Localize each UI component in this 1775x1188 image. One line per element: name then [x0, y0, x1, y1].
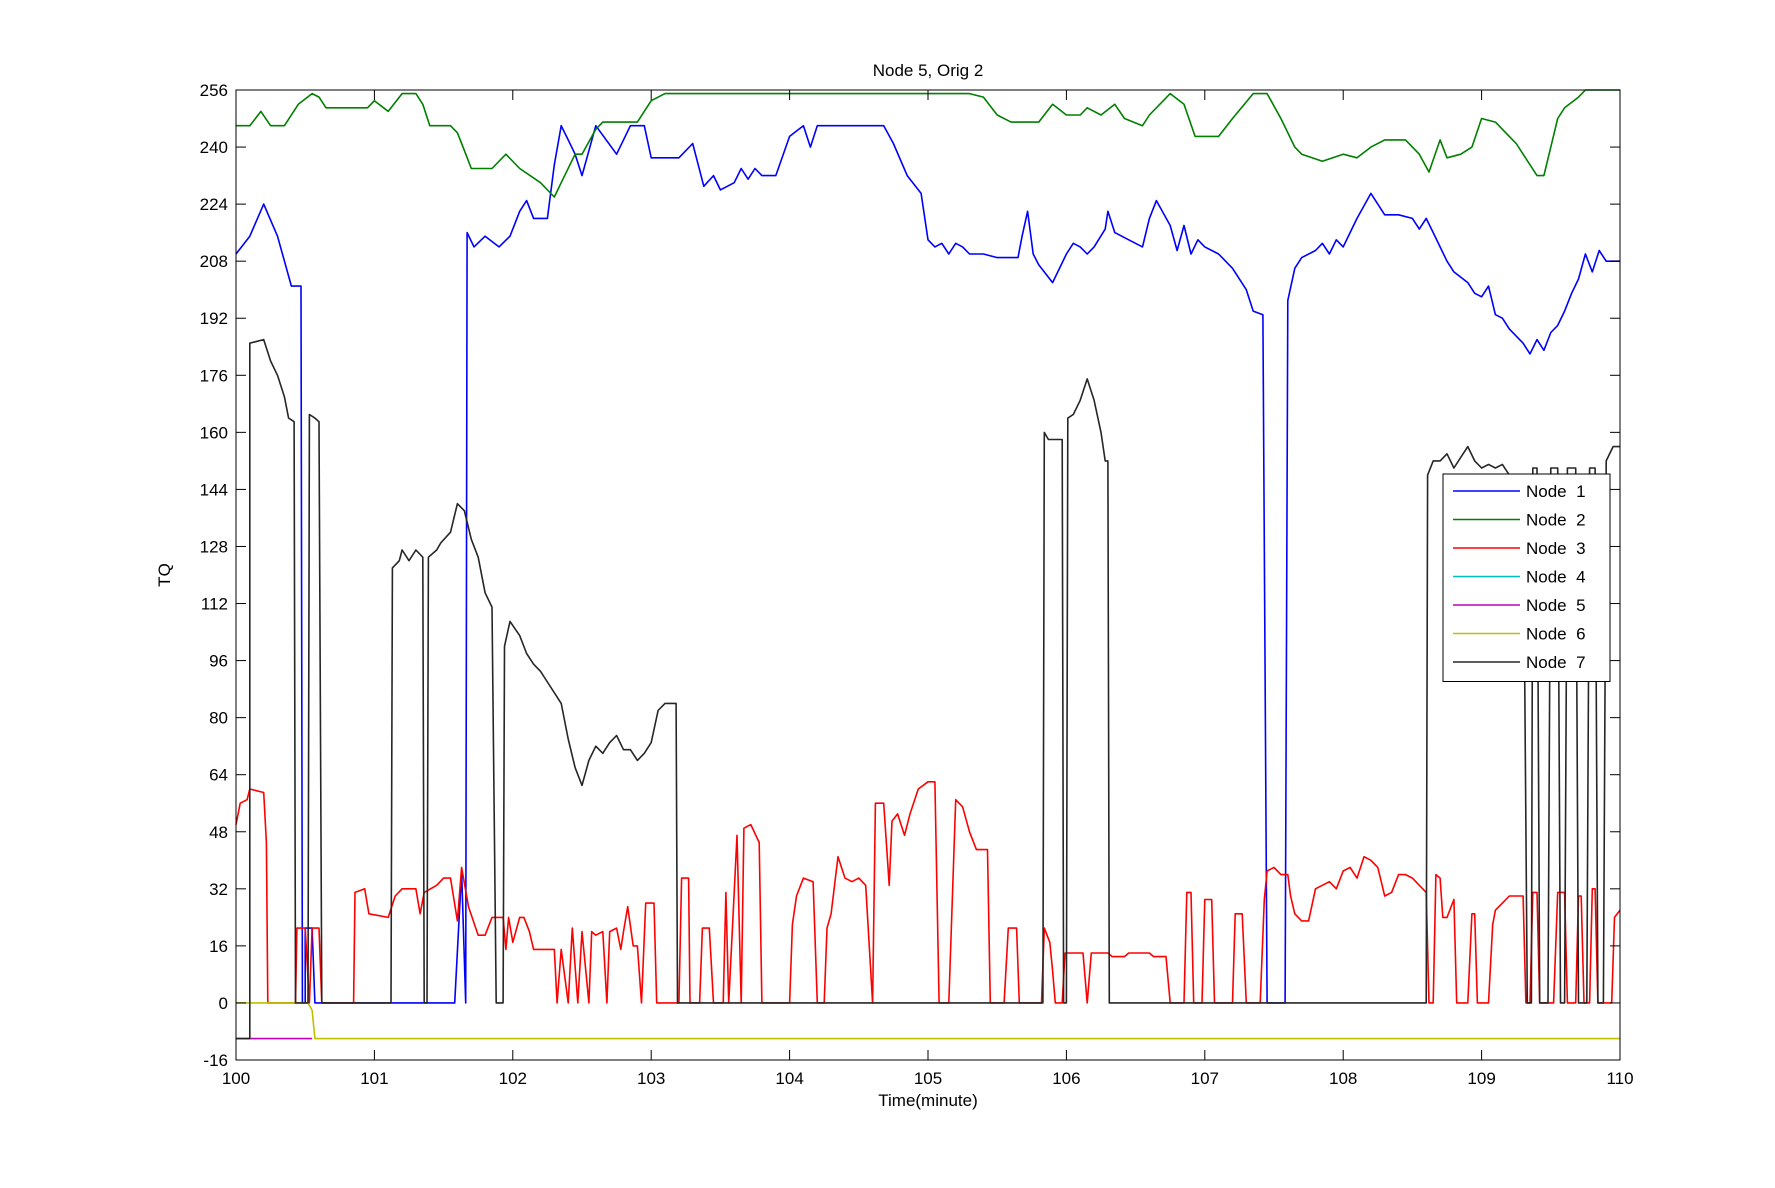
y-axis-label: TQ — [155, 563, 174, 587]
x-tick-label: 107 — [1191, 1069, 1219, 1088]
legend-label-node-4: Node 4 — [1526, 568, 1586, 587]
legend-label-node-6: Node 6 — [1526, 625, 1586, 644]
y-tick-label: 176 — [200, 366, 228, 385]
legend: Node 1 Node 2 Node 3 Node 4 Node 5 Node 6 Node… — [1442, 473, 1611, 682]
legend-label-node-5: Node 5 — [1526, 596, 1586, 615]
series-layer — [235, 89, 1621, 1040]
x-tick-label: 103 — [637, 1069, 665, 1088]
y-tick-label: 128 — [200, 537, 228, 556]
series-line-node-6 — [236, 1002, 1620, 1040]
x-tick-label: 110 — [1606, 1069, 1633, 1088]
y-tick-label: 112 — [201, 595, 228, 614]
y-tick-label: 80 — [209, 709, 228, 728]
y-tick-label: 48 — [209, 823, 228, 842]
x-axis-label: Time(minute) — [878, 1091, 978, 1110]
y-tick-label: 208 — [200, 252, 228, 271]
legend-label-node-3: Node 3 — [1526, 539, 1586, 558]
x-tick-label: 109 — [1467, 1069, 1495, 1088]
y-tick-label: 0 — [219, 994, 228, 1013]
legend-label-node-1: Node 1 — [1526, 482, 1586, 501]
series-line-node-1 — [235, 124, 1620, 1004]
series-line-node-3 — [235, 781, 1621, 1004]
chart-title: Node 5, Orig 2 — [873, 61, 984, 80]
y-tick-label: -16 — [203, 1051, 228, 1070]
y-tick-label: 224 — [200, 195, 228, 214]
series-line-node-7 — [236, 338, 1620, 1040]
axes-layer: 100 101 102 103 104 105 106 107 108 109 110 -16 0 16 3… — [200, 81, 1634, 1088]
series-line-node-2 — [236, 89, 1620, 198]
y-tick-label: 256 — [200, 81, 228, 100]
y-tick-label: 64 — [209, 766, 228, 785]
legend-box — [1442, 473, 1611, 682]
y-tick-label: 192 — [200, 309, 228, 328]
x-tick-label: 102 — [499, 1069, 527, 1088]
y-tick-label: 144 — [200, 480, 228, 499]
y-tick-label: 96 — [209, 652, 228, 671]
x-tick-label: 104 — [775, 1069, 803, 1088]
y-tick-label: 16 — [209, 937, 228, 956]
x-tick-label: 105 — [914, 1069, 942, 1088]
x-tick-label: 106 — [1052, 1069, 1080, 1088]
legend-label-node-7: Node 7 — [1526, 653, 1586, 672]
x-tick-label: 101 — [360, 1069, 388, 1088]
legend-label-node-2: Node 2 — [1526, 511, 1586, 530]
y-tick-label: 240 — [200, 138, 228, 157]
x-tick-label: 100 — [222, 1069, 250, 1088]
y-tick-label: 32 — [209, 880, 228, 899]
x-tick-label: 108 — [1329, 1069, 1357, 1088]
y-tick-label: 160 — [200, 423, 228, 442]
